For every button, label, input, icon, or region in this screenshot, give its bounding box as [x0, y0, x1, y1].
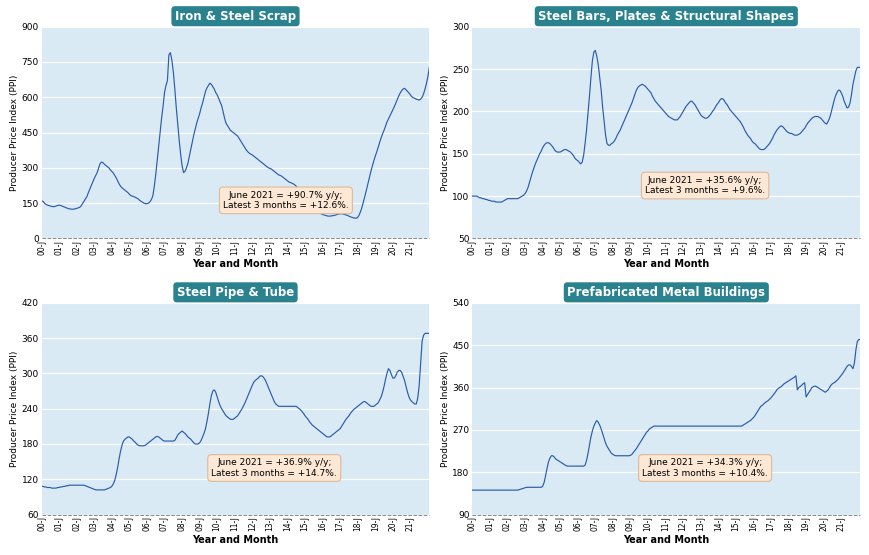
Title: Iron & Steel Scrap: Iron & Steel Scrap	[175, 10, 295, 23]
X-axis label: Year and Month: Year and Month	[622, 535, 708, 545]
Y-axis label: Producer Price Index (PPI): Producer Price Index (PPI)	[440, 351, 449, 467]
X-axis label: Year and Month: Year and Month	[622, 259, 708, 269]
Text: June 2021 = +34.3% y/y;
Latest 3 months = +10.4%.: June 2021 = +34.3% y/y; Latest 3 months …	[641, 458, 767, 478]
Y-axis label: Producer Price Index (PPI): Producer Price Index (PPI)	[10, 351, 19, 467]
Text: June 2021 = +36.9% y/y;
Latest 3 months = +14.7%.: June 2021 = +36.9% y/y; Latest 3 months …	[211, 458, 337, 478]
X-axis label: Year and Month: Year and Month	[192, 535, 278, 545]
Y-axis label: Producer Price Index (PPI): Producer Price Index (PPI)	[10, 74, 19, 191]
Text: June 2021 = +35.6% y/y;
Latest 3 months = +9.6%.: June 2021 = +35.6% y/y; Latest 3 months …	[644, 176, 765, 195]
Title: Steel Pipe & Tube: Steel Pipe & Tube	[176, 286, 294, 299]
Y-axis label: Producer Price Index (PPI): Producer Price Index (PPI)	[440, 74, 449, 191]
Title: Prefabricated Metal Buildings: Prefabricated Metal Buildings	[567, 286, 765, 299]
Title: Steel Bars, Plates & Structural Shapes: Steel Bars, Plates & Structural Shapes	[538, 10, 793, 23]
X-axis label: Year and Month: Year and Month	[192, 259, 278, 269]
Text: June 2021 = +90.7% y/y;
Latest 3 months = +12.6%.: June 2021 = +90.7% y/y; Latest 3 months …	[222, 191, 348, 210]
